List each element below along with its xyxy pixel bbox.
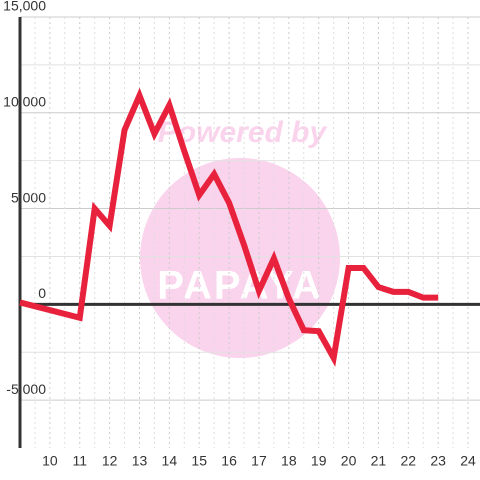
series-line bbox=[19, 87, 439, 367]
x-tick-label: 10 bbox=[42, 453, 58, 469]
y-tick-label: 5,000 bbox=[11, 189, 46, 205]
y-tick-label: -5,000 bbox=[6, 381, 46, 397]
x-tick-label: 22 bbox=[401, 453, 417, 469]
x-tick-label: 18 bbox=[281, 453, 297, 469]
x-tick-label: 24 bbox=[460, 453, 476, 469]
x-tick-label: 11 bbox=[72, 453, 87, 469]
x-tick-label: 23 bbox=[430, 453, 446, 469]
x-tick-label: 17 bbox=[251, 453, 267, 469]
x-tick-label: 20 bbox=[341, 453, 357, 469]
x-tick-label: 19 bbox=[311, 453, 327, 469]
x-tick-label: 16 bbox=[221, 453, 237, 469]
watermark-text: PAPAYA bbox=[157, 264, 322, 308]
y-tick-label: 15,000 bbox=[3, 0, 46, 14]
x-tick-label: 15 bbox=[191, 453, 207, 469]
y-tick-label: 10,000 bbox=[3, 93, 46, 109]
x-tick-label: 12 bbox=[102, 453, 118, 469]
x-tick-label: 13 bbox=[132, 453, 148, 469]
x-tick-label: 14 bbox=[162, 453, 178, 469]
y-tick-label: 0 bbox=[38, 285, 46, 301]
watermark-text: Powered by bbox=[158, 116, 328, 149]
x-tick-label: 21 bbox=[371, 453, 387, 469]
